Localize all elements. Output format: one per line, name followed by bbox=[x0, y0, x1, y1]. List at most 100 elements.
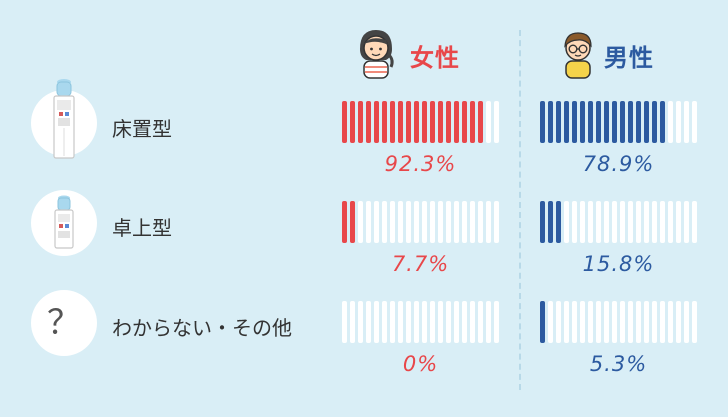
bar-segment-empty-f-desktop-type bbox=[366, 201, 371, 243]
bar-female-desktop-type bbox=[342, 201, 499, 243]
bar-segment-empty-m-unknown-other bbox=[556, 301, 561, 343]
bar-segment-empty-m-desktop-type bbox=[620, 201, 625, 243]
bar-segment-empty-m-desktop-type bbox=[660, 201, 665, 243]
bar-segment-empty-m-unknown-other bbox=[588, 301, 593, 343]
bar-segment-empty-f-desktop-type bbox=[382, 201, 387, 243]
bar-segment-empty-m-unknown-other bbox=[620, 301, 625, 343]
bar-segment-empty-m-floor-type bbox=[676, 101, 681, 143]
bar-segment-filled-f-floor-type bbox=[462, 101, 467, 143]
bar-segment-filled-m-floor-type bbox=[644, 101, 649, 143]
bar-segment-filled-f-floor-type bbox=[350, 101, 355, 143]
bar-segment-filled-m-floor-type bbox=[660, 101, 665, 143]
value-label-female-unknown-other: 0% bbox=[402, 352, 439, 376]
bar-segment-empty-f-desktop-type bbox=[494, 201, 499, 243]
bar-segment-filled-m-floor-type bbox=[548, 101, 553, 143]
bar-segment-empty-m-desktop-type bbox=[612, 201, 617, 243]
bar-segment-empty-m-floor-type bbox=[692, 101, 697, 143]
bar-segment-filled-f-floor-type bbox=[430, 101, 435, 143]
bar-segment-empty-f-unknown-other bbox=[358, 301, 363, 343]
bar-segment-empty-f-unknown-other bbox=[478, 301, 483, 343]
bar-segment-empty-f-unknown-other bbox=[446, 301, 451, 343]
row-label-unknown-other: わからない・その他 bbox=[112, 316, 292, 340]
bar-segment-empty-m-desktop-type bbox=[676, 201, 681, 243]
bar-segment-empty-f-unknown-other bbox=[342, 301, 347, 343]
bar-segment-filled-m-floor-type bbox=[572, 101, 577, 143]
bar-segment-empty-f-desktop-type bbox=[438, 201, 443, 243]
bar-segment-empty-f-unknown-other bbox=[438, 301, 443, 343]
bar-segment-empty-f-desktop-type bbox=[358, 201, 363, 243]
bar-segment-filled-m-floor-type bbox=[588, 101, 593, 143]
bar-segment-empty-m-unknown-other bbox=[548, 301, 553, 343]
bar-segment-filled-m-desktop-type bbox=[548, 201, 553, 243]
bar-segment-empty-f-desktop-type bbox=[422, 201, 427, 243]
bar-segment-filled-f-floor-type bbox=[406, 101, 411, 143]
bar-segment-empty-m-floor-type bbox=[684, 101, 689, 143]
bar-segment-filled-m-floor-type bbox=[556, 101, 561, 143]
bar-segment-empty-f-unknown-other bbox=[406, 301, 411, 343]
bar-segment-empty-f-desktop-type bbox=[414, 201, 419, 243]
bar-segment-empty-m-desktop-type bbox=[588, 201, 593, 243]
bar-segment-filled-f-floor-type bbox=[446, 101, 451, 143]
bar-segment-empty-m-unknown-other bbox=[652, 301, 657, 343]
bar-segment-empty-f-unknown-other bbox=[422, 301, 427, 343]
bar-segment-filled-f-floor-type bbox=[358, 101, 363, 143]
bar-segment-filled-m-floor-type bbox=[540, 101, 545, 143]
bar-segment-empty-f-unknown-other bbox=[374, 301, 379, 343]
bar-segment-empty-f-unknown-other bbox=[350, 301, 355, 343]
bar-segment-empty-f-desktop-type bbox=[374, 201, 379, 243]
bar-segment-filled-m-desktop-type bbox=[540, 201, 545, 243]
bar-segment-empty-f-unknown-other bbox=[470, 301, 475, 343]
bar-segment-filled-f-floor-type bbox=[342, 101, 347, 143]
question-mark-icon: ？ bbox=[47, 303, 81, 343]
value-label-male-unknown-other: 5.3% bbox=[589, 352, 648, 376]
bar-segment-empty-m-desktop-type bbox=[652, 201, 657, 243]
bar-segment-filled-f-floor-type bbox=[470, 101, 475, 143]
bar-segment-empty-m-unknown-other bbox=[644, 301, 649, 343]
bar-segment-empty-m-desktop-type bbox=[564, 201, 569, 243]
column-divider bbox=[519, 30, 521, 390]
bar-segment-filled-m-floor-type bbox=[652, 101, 657, 143]
bar-segment-empty-f-desktop-type bbox=[462, 201, 467, 243]
bar-segment-empty-m-unknown-other bbox=[692, 301, 697, 343]
bar-segment-filled-m-floor-type bbox=[636, 101, 641, 143]
bar-segment-empty-m-unknown-other bbox=[580, 301, 585, 343]
bar-segment-empty-f-unknown-other bbox=[462, 301, 467, 343]
bar-segment-empty-f-desktop-type bbox=[406, 201, 411, 243]
bar-segment-filled-m-unknown-other bbox=[540, 301, 545, 343]
bar-segment-empty-f-desktop-type bbox=[470, 201, 475, 243]
row-label-desktop-type: 卓上型 bbox=[112, 216, 172, 240]
desktop-type-icon-circle bbox=[31, 190, 97, 256]
bar-segment-filled-f-desktop-type bbox=[342, 201, 347, 243]
bar-segment-empty-m-unknown-other bbox=[684, 301, 689, 343]
bar-segment-empty-m-desktop-type bbox=[580, 201, 585, 243]
bar-segment-empty-f-unknown-other bbox=[390, 301, 395, 343]
bar-segment-filled-m-floor-type bbox=[620, 101, 625, 143]
bar-segment-empty-m-unknown-other bbox=[668, 301, 673, 343]
bar-segment-empty-m-unknown-other bbox=[596, 301, 601, 343]
woman-face-icon bbox=[360, 30, 394, 79]
bar-segment-filled-f-floor-type bbox=[382, 101, 387, 143]
value-label-female-floor-type: 92.3% bbox=[384, 152, 457, 176]
bar-segment-filled-m-floor-type bbox=[564, 101, 569, 143]
floor-type-icon-circle bbox=[31, 79, 97, 159]
bar-segment-empty-m-unknown-other bbox=[564, 301, 569, 343]
bar-segment-empty-f-unknown-other bbox=[382, 301, 387, 343]
bar-segment-filled-m-desktop-type bbox=[556, 201, 561, 243]
bar-segment-filled-m-floor-type bbox=[580, 101, 585, 143]
bar-segment-empty-f-floor-type bbox=[494, 101, 499, 143]
bar-segment-empty-m-desktop-type bbox=[668, 201, 673, 243]
man-glasses-face-icon bbox=[564, 32, 592, 79]
bar-segment-empty-f-desktop-type bbox=[454, 201, 459, 243]
floor-water-dispenser-icon bbox=[53, 79, 75, 159]
bar-segment-empty-f-unknown-other bbox=[486, 301, 491, 343]
bar-segment-filled-f-floor-type bbox=[478, 101, 483, 143]
bar-segment-empty-m-desktop-type bbox=[596, 201, 601, 243]
value-label-male-floor-type: 78.9% bbox=[582, 152, 655, 176]
bar-segment-empty-m-floor-type bbox=[668, 101, 673, 143]
bar-segment-filled-f-floor-type bbox=[454, 101, 459, 143]
bar-segment-empty-f-unknown-other bbox=[454, 301, 459, 343]
bar-segment-empty-m-unknown-other bbox=[612, 301, 617, 343]
bar-segment-filled-f-floor-type bbox=[390, 101, 395, 143]
bar-segment-empty-f-desktop-type bbox=[390, 201, 395, 243]
bar-segment-empty-m-desktop-type bbox=[644, 201, 649, 243]
